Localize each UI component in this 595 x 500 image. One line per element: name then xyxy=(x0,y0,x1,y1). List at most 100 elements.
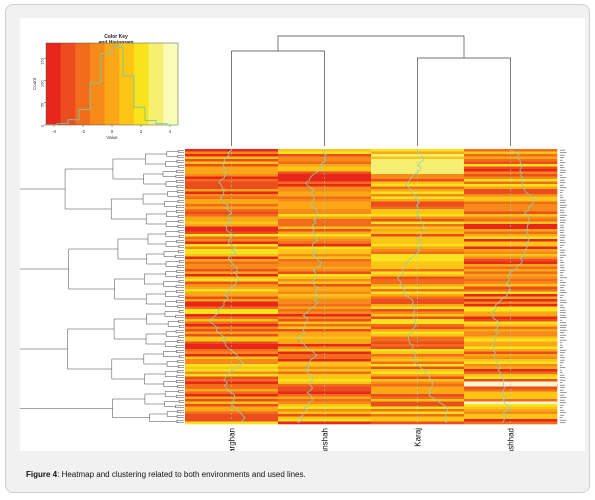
column-label: Karaj xyxy=(414,428,423,447)
figure-card: Color Keyand Histogram-4-2024050100150Va… xyxy=(5,4,590,493)
heatmap-cell xyxy=(371,294,465,297)
heatmap-cell xyxy=(371,326,465,330)
dendrogram-link xyxy=(166,361,179,367)
dendrogram-link xyxy=(145,293,166,305)
dendrogram-link xyxy=(177,250,184,253)
dendrogram-link xyxy=(166,411,178,417)
heatmap-cell xyxy=(371,266,465,270)
color-key-band xyxy=(124,43,130,125)
dendrogram-link xyxy=(149,413,177,422)
heatmap-cell xyxy=(464,166,558,170)
heatmap-cell xyxy=(185,274,279,277)
heatmap-cell xyxy=(464,411,558,415)
color-key: Color Keyand Histogram-4-2024050100150Va… xyxy=(32,34,179,140)
dendrogram-link xyxy=(177,200,184,203)
dendrogram-link xyxy=(277,35,465,58)
heatmap-cell xyxy=(278,294,372,297)
column-dendrogram xyxy=(231,35,511,146)
heatmap-cell xyxy=(278,194,372,197)
color-key-band xyxy=(114,43,120,125)
dendrogram-link xyxy=(165,181,177,187)
heatmap-cell xyxy=(278,414,372,417)
trace-line xyxy=(296,150,327,424)
dendrogram-link xyxy=(176,185,184,188)
heatmap-cell xyxy=(464,319,558,322)
heatmap-cell xyxy=(278,406,372,410)
color-key-band xyxy=(143,43,150,125)
heatmap-cell xyxy=(464,259,558,262)
heatmap-cell xyxy=(278,214,372,217)
heatmap-cell xyxy=(371,279,465,282)
dendrogram-link xyxy=(113,318,147,340)
heatmap-cell xyxy=(278,151,372,155)
color-key-band xyxy=(104,43,111,125)
heatmap-cell xyxy=(278,291,372,295)
dendrogram-link xyxy=(177,385,184,388)
dendrogram-link xyxy=(177,305,184,308)
heatmap-cell xyxy=(185,299,279,302)
heatmap-cell xyxy=(185,331,279,335)
figure-caption: Figure 4: Heatmap and clustering related… xyxy=(26,469,586,481)
heatmap-cell xyxy=(464,234,558,237)
heatmap-cell xyxy=(185,406,279,410)
heatmap-cell xyxy=(185,351,279,355)
heatmap-cell xyxy=(464,394,558,397)
row-dendrogram xyxy=(20,150,184,423)
heatmap-cell xyxy=(464,374,558,377)
heatmap-cell xyxy=(278,211,372,215)
color-key-band xyxy=(80,43,86,125)
color-key-y-tick-label: 0 xyxy=(40,124,45,127)
heatmap-cell xyxy=(371,394,465,397)
dendrogram-link xyxy=(175,210,184,213)
heatmap-cell xyxy=(464,179,558,182)
dendrogram-link xyxy=(176,375,184,378)
dendrogram-link xyxy=(176,160,184,163)
heatmap-cell xyxy=(371,274,465,277)
row-labels xyxy=(560,149,567,424)
dendrogram-link xyxy=(163,381,178,387)
color-key-band xyxy=(138,43,145,125)
dendrogram-link xyxy=(163,281,180,287)
dendrogram-link xyxy=(178,310,184,313)
color-key-histogram xyxy=(46,46,178,126)
color-key-band xyxy=(148,43,155,125)
color-key-y-tick-label: 100 xyxy=(40,80,45,87)
heatmap-cell xyxy=(185,294,279,297)
heatmap-cell xyxy=(278,266,372,270)
heatmap-cell xyxy=(371,331,465,335)
color-key-band xyxy=(134,43,140,125)
heatmap-cell xyxy=(185,199,279,202)
color-key-x-tick-label: 4 xyxy=(169,129,172,134)
heatmap-cell xyxy=(464,159,558,162)
dendrogram-link xyxy=(176,190,184,193)
heatmap-cell xyxy=(464,386,558,390)
heatmap-cell xyxy=(278,339,372,342)
heatmap-cell xyxy=(185,366,279,370)
heatmap-cell xyxy=(464,279,558,282)
heatmap-cell xyxy=(278,279,372,282)
dendrogram-link xyxy=(177,225,184,228)
dendrogram-link xyxy=(164,311,180,317)
heatmap-cell xyxy=(371,239,465,242)
dendrogram-link xyxy=(175,175,184,178)
color-key-band xyxy=(60,43,67,125)
heatmap-cell xyxy=(185,271,279,275)
dendrogram-link xyxy=(145,333,167,345)
color-key-band xyxy=(94,43,101,125)
heatmap-cell xyxy=(371,259,465,262)
heatmap-cell xyxy=(371,179,465,182)
heatmap-cell xyxy=(185,386,279,390)
heatmap-cell xyxy=(278,326,372,330)
dendrogram-link xyxy=(178,390,184,393)
dendrogram-link xyxy=(178,355,184,358)
heatmap-cell xyxy=(464,274,558,277)
dendrogram-link xyxy=(67,328,115,370)
heatmap-cell xyxy=(278,379,372,382)
heatmap-cell xyxy=(185,311,279,315)
dendrogram-link xyxy=(165,241,179,247)
color-key-band xyxy=(109,43,115,125)
dendrogram-link xyxy=(175,255,184,258)
heatmap-cell xyxy=(278,299,372,302)
heatmap-cell xyxy=(371,319,465,322)
heatmap-cell xyxy=(278,271,372,275)
